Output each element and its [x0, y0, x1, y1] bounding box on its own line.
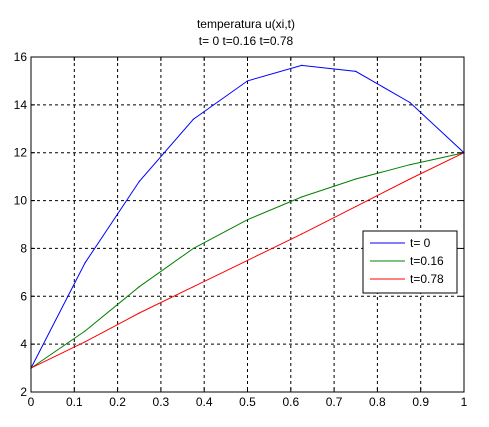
- legend-box: [362, 230, 458, 294]
- x-tick-label: 0.4: [196, 395, 213, 409]
- series-1-point: [301, 64, 303, 66]
- series-3-point: [84, 341, 86, 343]
- series-1-point: [355, 70, 357, 72]
- series-2-point: [355, 178, 357, 180]
- series-3-point: [192, 286, 194, 288]
- legend-label-2: t=0.16: [410, 254, 444, 268]
- x-tick-label: 0.2: [109, 395, 126, 409]
- y-tick-label: 10: [14, 194, 28, 208]
- y-tick-label: 8: [20, 241, 27, 255]
- y-tick-label: 16: [14, 50, 28, 64]
- series-2-point: [301, 196, 303, 198]
- series-2-point: [138, 286, 140, 288]
- x-tick-label: 0.5: [239, 395, 256, 409]
- legend: t= 0 t=0.16 t=0.78: [362, 230, 458, 294]
- x-tick-label: 0: [28, 395, 35, 409]
- series-2-point: [409, 164, 411, 166]
- legend-label-3: t=0.78: [410, 272, 444, 286]
- x-tick-label: 0.9: [412, 395, 429, 409]
- x-tick-label: 1: [461, 395, 468, 409]
- series-3-point: [246, 259, 249, 261]
- x-tick-label: 0.8: [369, 395, 386, 409]
- series-1-point: [84, 262, 86, 264]
- y-tick-label: 4: [20, 337, 27, 351]
- series-2-point: [192, 247, 194, 250]
- x-tick-label: 0.3: [153, 395, 170, 409]
- chart-subtitle: t= 0 t=0.16 t=0.78: [199, 34, 294, 48]
- y-tick-label: 12: [14, 146, 28, 160]
- x-tick-label: 0.1: [66, 395, 83, 409]
- series-1-point: [192, 118, 194, 120]
- axis-ticks: 0 0.1 0.2 0.3 0.4 0.5 0.6 0.7 0.8 0.9 124681012141…: [14, 50, 468, 409]
- series-3-point: [301, 233, 303, 235]
- series-2-point: [246, 219, 249, 221]
- plot-series: [30, 64, 465, 369]
- x-tick-label: 0.7: [326, 395, 343, 409]
- legend-label-1: t= 0: [410, 236, 431, 250]
- series-3-point: [409, 178, 411, 180]
- series-1-point: [138, 180, 140, 183]
- y-tick-label: 2: [20, 385, 27, 399]
- series-3-point: [138, 312, 140, 314]
- y-tick-label: 14: [14, 98, 28, 112]
- series-1-point: [409, 101, 411, 104]
- series-3-point: [355, 205, 357, 208]
- grid: [31, 57, 464, 392]
- series-2-point: [84, 330, 86, 332]
- y-tick-label: 6: [20, 289, 27, 303]
- x-tick-label: 0.6: [282, 395, 299, 409]
- chart-title: temperatura u(xi,t): [197, 17, 295, 31]
- series-1-point: [246, 80, 249, 82]
